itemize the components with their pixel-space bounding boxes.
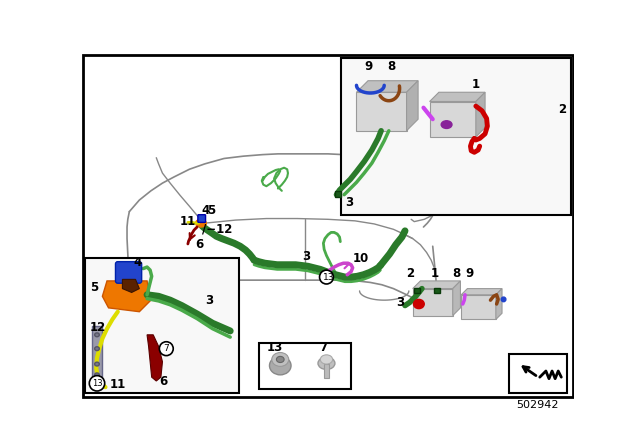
Bar: [259, 343, 351, 389]
Bar: [335, 191, 341, 197]
Text: 11: 11: [179, 215, 196, 228]
Bar: [341, 58, 570, 215]
Text: 8: 8: [387, 60, 396, 73]
Circle shape: [159, 342, 173, 356]
Text: 4: 4: [133, 256, 141, 269]
Text: 9: 9: [465, 267, 474, 280]
Ellipse shape: [320, 355, 333, 364]
Text: 8: 8: [452, 267, 461, 280]
Text: 2: 2: [406, 267, 415, 280]
Polygon shape: [452, 281, 460, 315]
Circle shape: [319, 270, 333, 284]
Ellipse shape: [95, 333, 99, 337]
Bar: [414, 288, 420, 293]
Ellipse shape: [196, 220, 206, 227]
Bar: [509, 354, 566, 392]
Ellipse shape: [441, 121, 452, 129]
Polygon shape: [429, 92, 485, 102]
Text: 4: 4: [201, 204, 209, 217]
Polygon shape: [461, 295, 496, 319]
Polygon shape: [356, 81, 418, 92]
Polygon shape: [476, 92, 485, 137]
Polygon shape: [147, 335, 163, 381]
Bar: [435, 288, 440, 293]
Ellipse shape: [95, 347, 99, 351]
Ellipse shape: [272, 353, 289, 366]
Text: 11: 11: [110, 379, 126, 392]
Ellipse shape: [95, 373, 99, 377]
Text: 7: 7: [163, 344, 169, 353]
Text: 10: 10: [353, 252, 369, 265]
Text: 5: 5: [90, 280, 99, 293]
Polygon shape: [413, 289, 452, 315]
Ellipse shape: [276, 356, 284, 362]
Text: /−12: /−12: [202, 223, 233, 236]
Bar: [324, 364, 329, 378]
Bar: [86, 258, 239, 392]
Text: 3: 3: [302, 250, 310, 263]
Text: 1: 1: [431, 267, 439, 280]
Polygon shape: [496, 289, 502, 319]
Polygon shape: [429, 102, 476, 137]
FancyBboxPatch shape: [198, 215, 205, 222]
Text: 6: 6: [159, 375, 168, 388]
Polygon shape: [122, 280, 140, 293]
Text: 3: 3: [396, 296, 404, 309]
Text: 5: 5: [207, 204, 215, 217]
Polygon shape: [102, 281, 151, 312]
Text: 3: 3: [205, 293, 213, 307]
Text: 6: 6: [196, 238, 204, 251]
Text: 2: 2: [558, 103, 566, 116]
Circle shape: [90, 375, 105, 391]
Polygon shape: [413, 281, 460, 289]
Polygon shape: [461, 289, 502, 295]
Circle shape: [501, 297, 506, 302]
Ellipse shape: [413, 299, 424, 309]
Text: 502942: 502942: [516, 400, 559, 410]
Text: 1: 1: [472, 78, 480, 91]
Text: 7: 7: [319, 341, 327, 354]
Text: 3: 3: [345, 196, 353, 209]
Polygon shape: [356, 92, 406, 131]
Ellipse shape: [269, 356, 291, 375]
Text: 13: 13: [323, 272, 334, 281]
Ellipse shape: [95, 362, 99, 366]
FancyBboxPatch shape: [115, 262, 141, 283]
Ellipse shape: [318, 357, 335, 370]
Polygon shape: [406, 81, 418, 131]
Text: 13: 13: [92, 379, 102, 388]
Text: 13: 13: [266, 341, 283, 354]
Text: 12: 12: [90, 321, 106, 334]
Bar: [92, 326, 102, 381]
Text: 9: 9: [364, 60, 372, 73]
